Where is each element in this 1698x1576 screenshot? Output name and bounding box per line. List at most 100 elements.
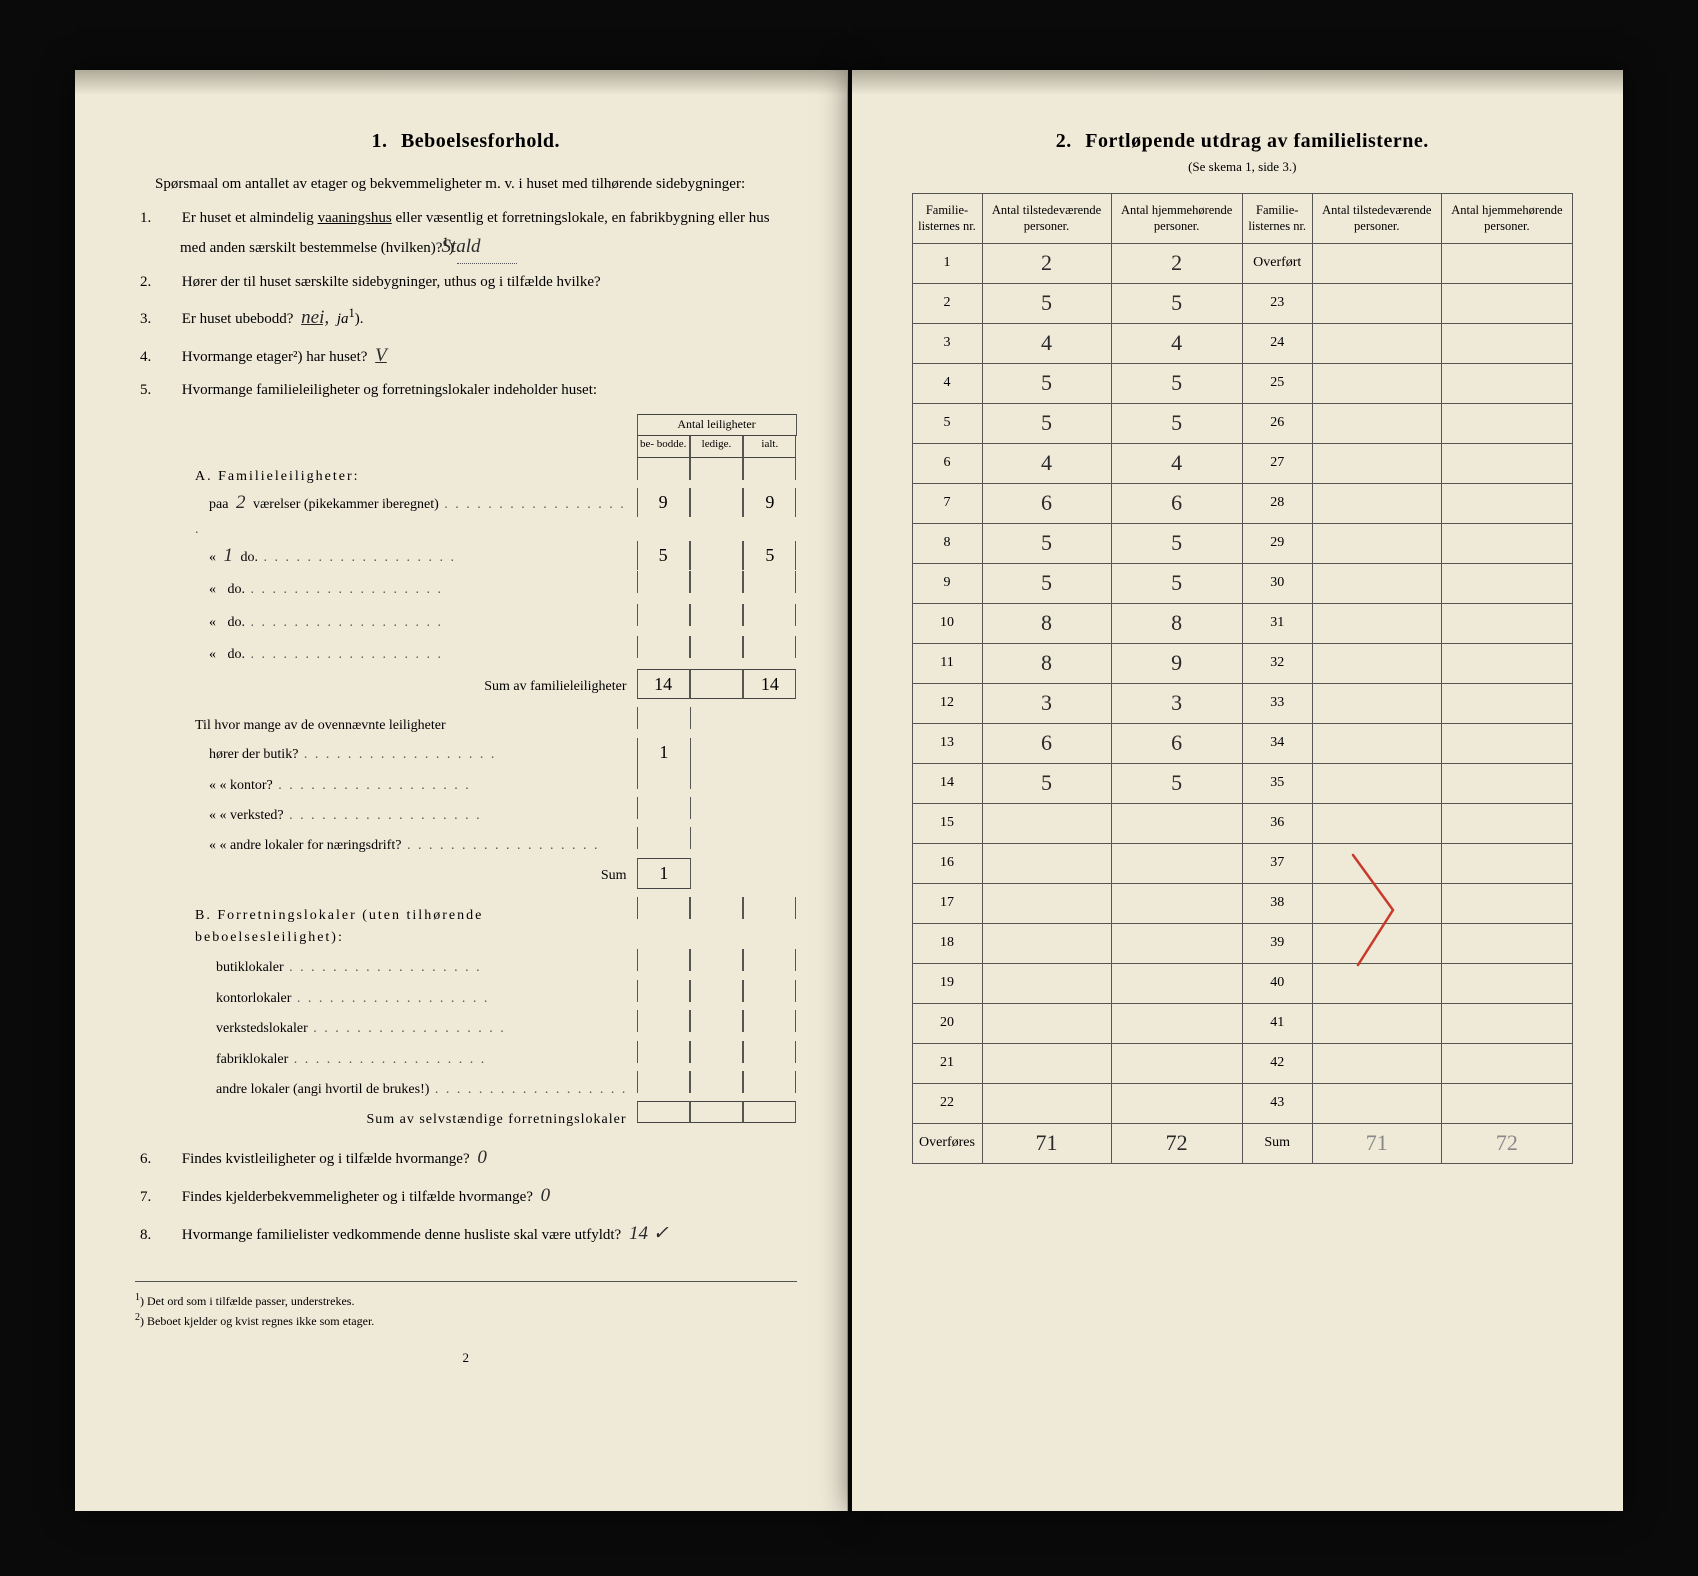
section-a-title: A. Familieleiligheter: (195, 458, 797, 488)
section-title-text-2: Fortløpende utdrag av familielisterne. (1085, 130, 1428, 152)
row-num-right: 38 (1242, 883, 1312, 923)
col-header-4: Familie- listernes nr. (1242, 194, 1312, 244)
question-list: 1. Er huset et almindelig vaaningshus el… (160, 206, 797, 404)
document-spread: 1. Beboelsesforhold. Spørsmaal om antall… (20, 20, 1678, 1556)
table-row: 2 5 5 23 (912, 283, 1573, 323)
question-3: 3. Er huset ubebodd? nei, ja1). (160, 302, 797, 334)
row-num-left: 4 (912, 363, 982, 403)
col-header-3: Antal hjemmehørende personer. (1111, 194, 1242, 244)
resident-count-r (1441, 803, 1572, 843)
present-count-r (1312, 1003, 1441, 1043)
present-count: 5 (982, 763, 1111, 803)
right-page: 2. Fortløpende utdrag av familielisterne… (852, 70, 1624, 1511)
present-count-r (1312, 643, 1441, 683)
table-row: 21 42 (912, 1043, 1573, 1083)
row-num-left: 17 (912, 883, 982, 923)
a-cell (637, 604, 690, 626)
til-cell: 1 (637, 738, 692, 767)
table-row: 14 5 5 35 (912, 763, 1573, 803)
row-num-right: 36 (1242, 803, 1312, 843)
q8-answer: 14 ✓ (625, 1223, 673, 1244)
present-count (982, 923, 1111, 963)
table-row: 18 39 (912, 923, 1573, 963)
a-row: « do. (195, 636, 797, 668)
present-count-r (1312, 1043, 1441, 1083)
present-count: 3 (982, 683, 1111, 723)
row-num-right: 29 (1242, 523, 1312, 563)
present-count: 4 (982, 323, 1111, 363)
present-count: 5 (982, 563, 1111, 603)
table-row: 7 6 6 28 (912, 483, 1573, 523)
til-intro: Til hvor mange av de ovennævnte leilighe… (195, 707, 797, 737)
present-count-r (1312, 723, 1441, 763)
resident-count-r (1441, 683, 1572, 723)
present-count (982, 843, 1111, 883)
row-num-left: 22 (912, 1083, 982, 1123)
resident-count (1111, 923, 1242, 963)
present-count (982, 1083, 1111, 1123)
table-header-row: Familie- listernes nr. Antal tilstedevær… (912, 194, 1573, 244)
resident-count-r (1441, 1083, 1572, 1123)
present-count (982, 803, 1111, 843)
footer-sum-b: 72 (1111, 1123, 1242, 1163)
q4-answer: V (371, 345, 391, 366)
a-row: « do. (195, 571, 797, 603)
right-subtitle: (Se skema 1, side 3.) (912, 159, 1574, 175)
table-row: 8 5 5 29 (912, 523, 1573, 563)
present-count-r (1312, 683, 1441, 723)
resident-count-r (1441, 363, 1572, 403)
table-row: 10 8 8 31 (912, 603, 1573, 643)
resident-count (1111, 843, 1242, 883)
table-row: 4 5 5 25 (912, 363, 1573, 403)
resident-count: 3 (1111, 683, 1242, 723)
a-sum-3: 14 (743, 669, 796, 700)
question-1: 1. Er huset et almindelig vaaningshus el… (160, 206, 797, 265)
resident-count: 5 (1111, 763, 1242, 803)
table-row: 15 36 (912, 803, 1573, 843)
present-count-r (1312, 523, 1441, 563)
present-count-r (1312, 443, 1441, 483)
row-num-right: 43 (1242, 1083, 1312, 1123)
a-cell (690, 571, 743, 593)
b-row: verkstedslokaler (195, 1010, 797, 1040)
resident-count: 5 (1111, 283, 1242, 323)
row-num-left: 9 (912, 563, 982, 603)
present-count (982, 1003, 1111, 1043)
a-cell (690, 604, 743, 626)
row-num-right: 33 (1242, 683, 1312, 723)
present-count-r (1312, 363, 1441, 403)
row-num-left: 13 (912, 723, 982, 763)
table-row: 9 5 5 30 (912, 563, 1573, 603)
family-list-table: Familie- listernes nr. Antal tilstedevær… (912, 193, 1574, 1164)
resident-count-r (1441, 643, 1572, 683)
row-num-left: 14 (912, 763, 982, 803)
a-cell (743, 604, 796, 626)
table-row: 1 2 2 Overført (912, 243, 1573, 283)
table-row: 12 3 3 33 (912, 683, 1573, 723)
present-count (982, 963, 1111, 1003)
a-cell (637, 636, 690, 658)
present-count-r (1312, 603, 1441, 643)
row-num-right: 23 (1242, 283, 1312, 323)
row-num-right: 24 (1242, 323, 1312, 363)
resident-count: 5 (1111, 563, 1242, 603)
a-row: « 1 do. 5 5 (195, 541, 797, 571)
intro-text: Spørsmaal om antallet av etager og bekve… (135, 173, 797, 196)
table-row: 13 6 6 34 (912, 723, 1573, 763)
resident-count-r (1441, 723, 1572, 763)
footer-sum-label: Sum (1242, 1123, 1312, 1163)
row-num-left: 8 (912, 523, 982, 563)
q7-answer: 0 (537, 1185, 555, 1206)
til-cell (637, 827, 692, 849)
table-row: 17 38 (912, 883, 1573, 923)
footnote-2: 2) Beboet kjelder og kvist regnes ikke s… (135, 1310, 797, 1330)
q6-answer: 0 (473, 1147, 491, 1168)
page-number: 2 (135, 1350, 797, 1366)
present-count-r (1312, 563, 1441, 603)
footer-sum-d: 72 (1441, 1123, 1572, 1163)
table-row: 22 43 (912, 1083, 1573, 1123)
row-num-right: 26 (1242, 403, 1312, 443)
q3-answer: nei, (297, 307, 333, 328)
a-sum-2 (690, 669, 743, 700)
resident-count (1111, 1003, 1242, 1043)
